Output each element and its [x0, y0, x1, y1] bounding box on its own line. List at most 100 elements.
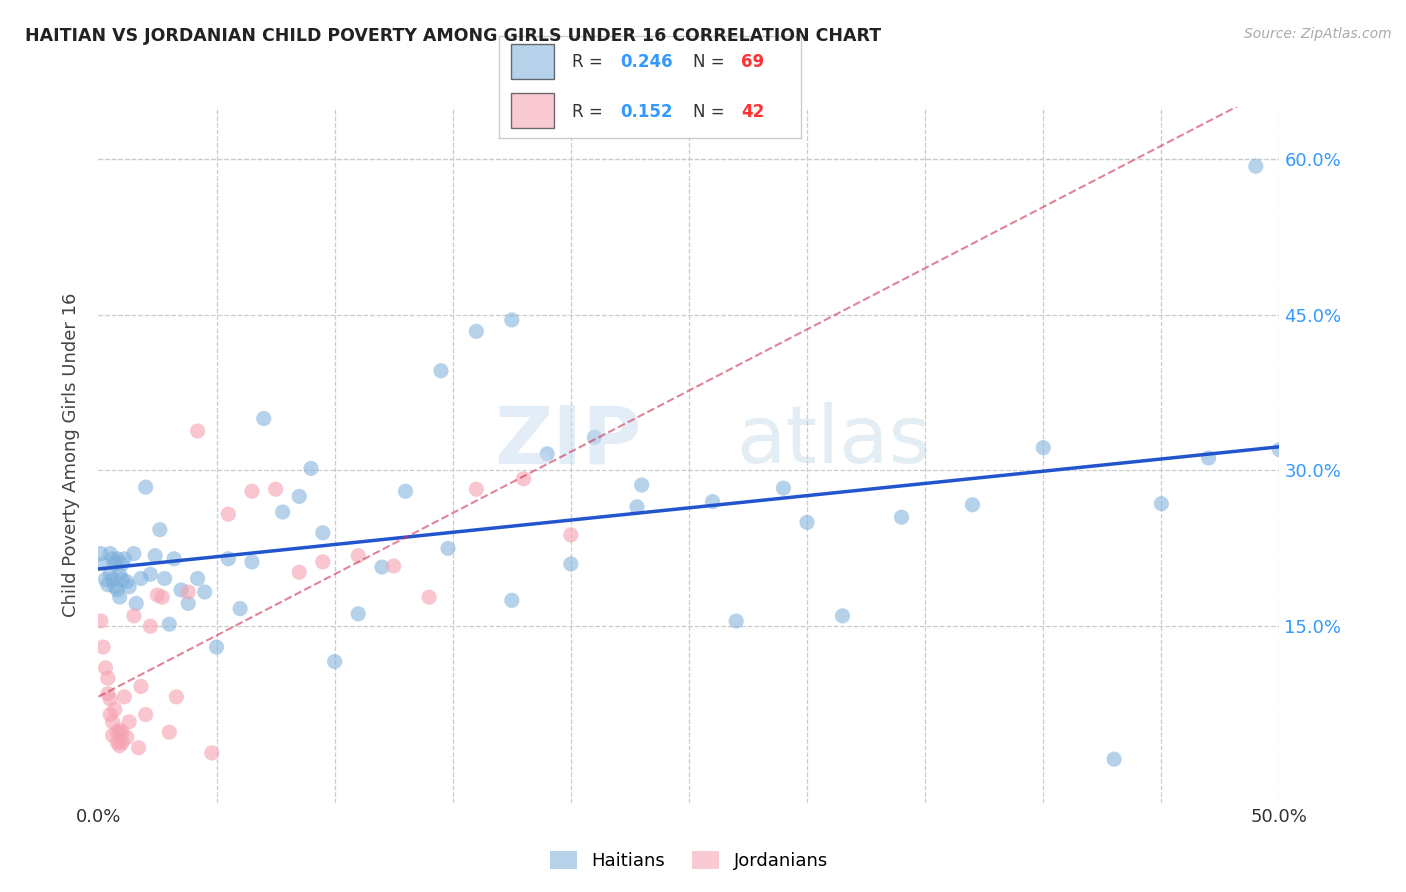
Point	[170, 582, 193, 597]
Point	[90, 547, 112, 561]
Point	[240, 555, 263, 569]
Point	[97, 578, 120, 592]
Point	[465, 324, 488, 338]
Point	[91, 640, 114, 654]
Point	[1032, 441, 1054, 455]
Text: 0.246: 0.246	[620, 54, 672, 71]
Point	[163, 551, 186, 566]
Point	[1150, 497, 1173, 511]
Point	[115, 574, 138, 589]
Text: N =: N =	[693, 54, 730, 71]
Point	[94, 661, 117, 675]
Point	[288, 490, 311, 504]
Point	[271, 505, 294, 519]
Point	[831, 608, 853, 623]
Point	[299, 461, 322, 475]
Point	[111, 735, 134, 749]
Point	[101, 714, 124, 729]
Point	[560, 528, 582, 542]
Point	[128, 740, 150, 755]
Point	[536, 447, 558, 461]
Text: atlas: atlas	[737, 402, 931, 480]
Text: 69: 69	[741, 54, 763, 71]
Text: Source: ZipAtlas.com: Source: ZipAtlas.com	[1244, 27, 1392, 41]
Point	[97, 687, 120, 701]
Point	[264, 482, 287, 496]
Point	[108, 590, 131, 604]
Point	[97, 671, 120, 685]
Point	[111, 557, 134, 571]
FancyBboxPatch shape	[512, 44, 554, 78]
Point	[98, 547, 121, 561]
Point	[129, 572, 152, 586]
Point	[347, 607, 370, 621]
Point	[111, 573, 134, 587]
Text: R =: R =	[572, 103, 607, 120]
Point	[890, 510, 912, 524]
Point	[382, 559, 405, 574]
Point	[104, 557, 127, 571]
Point	[796, 516, 818, 530]
Text: N =: N =	[693, 103, 730, 120]
Point	[108, 567, 131, 582]
Point	[217, 507, 239, 521]
Point	[143, 549, 166, 563]
Point	[139, 619, 162, 633]
Point	[135, 707, 157, 722]
Point	[98, 692, 121, 706]
Legend: Haitians, Jordanians: Haitians, Jordanians	[543, 844, 835, 877]
Point	[122, 608, 145, 623]
Point	[90, 614, 112, 628]
Text: R =: R =	[572, 54, 607, 71]
Point	[962, 498, 984, 512]
Point	[702, 494, 724, 508]
Point	[91, 557, 114, 571]
Point	[108, 739, 131, 753]
Point	[194, 585, 217, 599]
Point	[583, 430, 606, 444]
Point	[512, 472, 534, 486]
Point	[104, 702, 127, 716]
Point	[312, 555, 335, 569]
Point	[630, 478, 652, 492]
Point	[165, 690, 187, 704]
Y-axis label: Child Poverty Among Girls Under 16: Child Poverty Among Girls Under 16	[62, 293, 80, 617]
Text: 42: 42	[741, 103, 765, 120]
Point	[112, 690, 135, 704]
Point	[187, 424, 209, 438]
Point	[288, 566, 311, 580]
Point	[98, 567, 121, 582]
Point	[560, 557, 582, 571]
Point	[129, 680, 152, 694]
Point	[240, 484, 263, 499]
Point	[122, 547, 145, 561]
Point	[118, 580, 141, 594]
Text: 0.152: 0.152	[620, 103, 672, 120]
Point	[118, 714, 141, 729]
Point	[725, 614, 748, 628]
Point	[101, 728, 124, 742]
Point	[101, 551, 124, 566]
Point	[626, 500, 648, 514]
FancyBboxPatch shape	[512, 93, 554, 128]
Point	[112, 551, 135, 566]
Point	[157, 725, 180, 739]
Point	[135, 480, 157, 494]
Point	[98, 707, 121, 722]
Point	[1244, 159, 1267, 173]
Point	[115, 731, 138, 745]
Point	[1102, 752, 1125, 766]
Point	[153, 572, 176, 586]
Point	[111, 725, 134, 739]
Point	[1198, 450, 1220, 465]
Point	[229, 601, 252, 615]
Point	[347, 549, 370, 563]
Point	[125, 596, 148, 610]
Point	[465, 482, 488, 496]
Text: HAITIAN VS JORDANIAN CHILD POVERTY AMONG GIRLS UNDER 16 CORRELATION CHART: HAITIAN VS JORDANIAN CHILD POVERTY AMONG…	[25, 27, 882, 45]
Point	[104, 580, 127, 594]
Point	[157, 617, 180, 632]
Point	[149, 523, 172, 537]
Point	[187, 572, 209, 586]
Point	[94, 573, 117, 587]
